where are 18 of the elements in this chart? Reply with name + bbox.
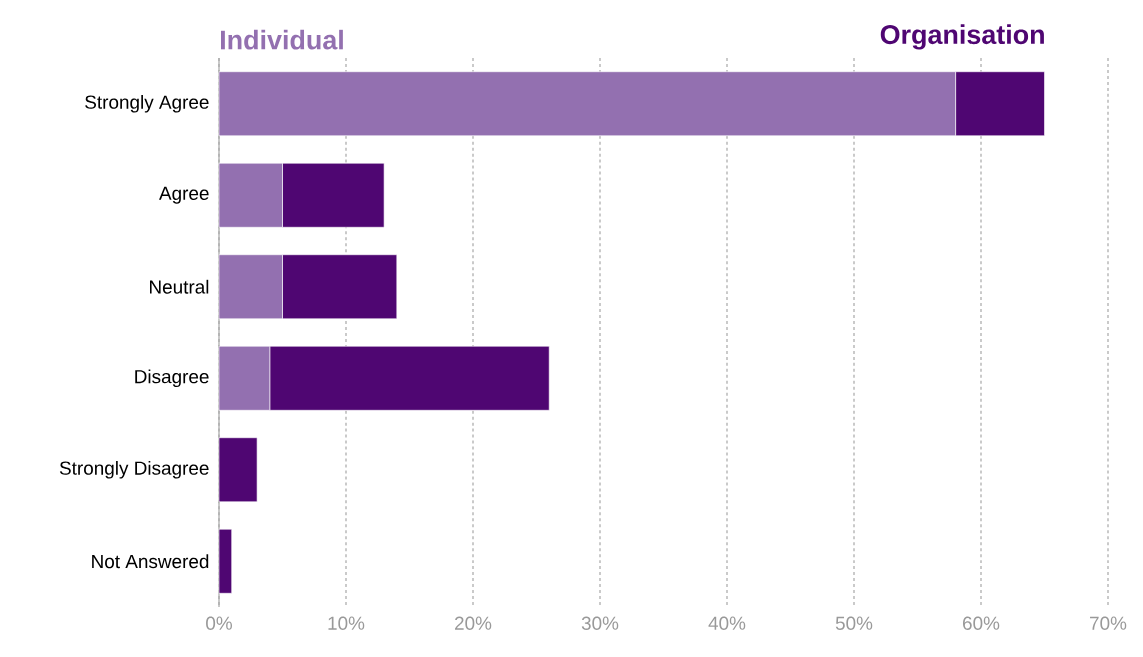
x-tick-label: 40% xyxy=(708,616,746,630)
bar xyxy=(218,528,232,594)
x-tick-label: 70% xyxy=(1090,616,1127,630)
y-tick-label: Strongly Disagree xyxy=(59,460,209,479)
bar xyxy=(218,437,258,503)
x-tick-label: 0% xyxy=(206,616,232,630)
y-tick-label: Agree xyxy=(159,186,209,204)
x-tick-label: 50% xyxy=(835,616,873,630)
series-label: Individual xyxy=(221,29,343,50)
y-tick-label: Disagree xyxy=(135,369,209,388)
y-tick-label: Neutral xyxy=(150,279,209,294)
series-label: Organisation xyxy=(880,24,1044,50)
x-tick-label: 30% xyxy=(581,616,619,630)
y-tick-label: Strongly Agree xyxy=(85,94,209,113)
y-tick-label: Not Answered xyxy=(92,554,209,569)
x-tick-label: 20% xyxy=(455,616,492,630)
x-tick-label: 10% xyxy=(328,616,365,630)
x-tick-label: 60% xyxy=(963,616,1000,630)
